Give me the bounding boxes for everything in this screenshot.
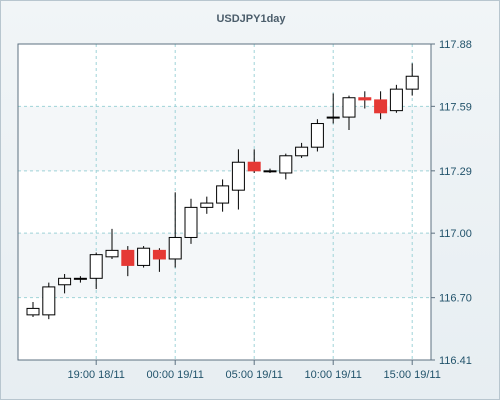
grid-lines [18,44,431,360]
candle-body-up [310,123,324,148]
x-axis: 19:00 18/11 00:00 19/11 05:00 19/11 10:00 1… [68,360,441,381]
candle-body-up [42,286,56,316]
grid-band [18,233,431,298]
candle-body-up [58,277,72,286]
candle-body-down [121,249,135,266]
candle-body-up [326,116,340,119]
candle-body-up [89,254,103,279]
candle-body-up [263,170,277,173]
candle-body-up [295,146,309,157]
x-tick-label: 10:00 19/11 [305,369,362,381]
candle-body-up [389,88,403,112]
candle-body-up [231,161,245,191]
x-tick-label: 05:00 19/11 [226,369,283,381]
candles [26,63,419,320]
candle-body-up [26,307,40,316]
x-tick-label: 19:00 18/11 [68,369,125,381]
candle-body-up [184,206,198,238]
y-tick-label: 117.88 [439,39,472,51]
x-tick-label: 00:00 19/11 [147,369,204,381]
candle-body-up [168,236,182,260]
candle-body-up [73,277,87,280]
candle-body-up [200,202,214,208]
y-tick-label: 116.70 [439,293,472,305]
x-tick-label: 15:00 19/11 [384,369,441,381]
candle-body-down [374,99,388,114]
y-tick-label: 117.59 [439,101,472,113]
chart-title: USDJPY1day [216,13,286,25]
candle-body-down [152,249,166,260]
y-axis: 116.41 116.70 117.00 117.29 117.59 117.88 [431,39,472,367]
y-tick-label: 117.00 [439,228,472,240]
candle-body-down [358,97,372,101]
candle-body-up [279,155,293,174]
y-tick-label: 117.29 [439,166,472,178]
candle-body-up [216,185,230,204]
plot-border [17,43,432,361]
candle-body-up [137,247,151,266]
grid-band [18,106,431,171]
y-tick-label: 116.41 [439,355,472,367]
candle-body-up [342,97,356,118]
candle-body-up [105,249,119,258]
candle-body-down [247,161,261,172]
candle-body-up [405,75,419,90]
